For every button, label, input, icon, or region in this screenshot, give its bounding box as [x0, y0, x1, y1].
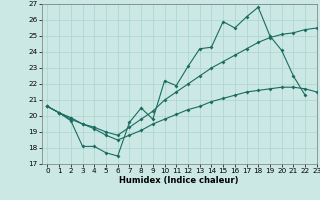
X-axis label: Humidex (Indice chaleur): Humidex (Indice chaleur)	[119, 176, 239, 185]
